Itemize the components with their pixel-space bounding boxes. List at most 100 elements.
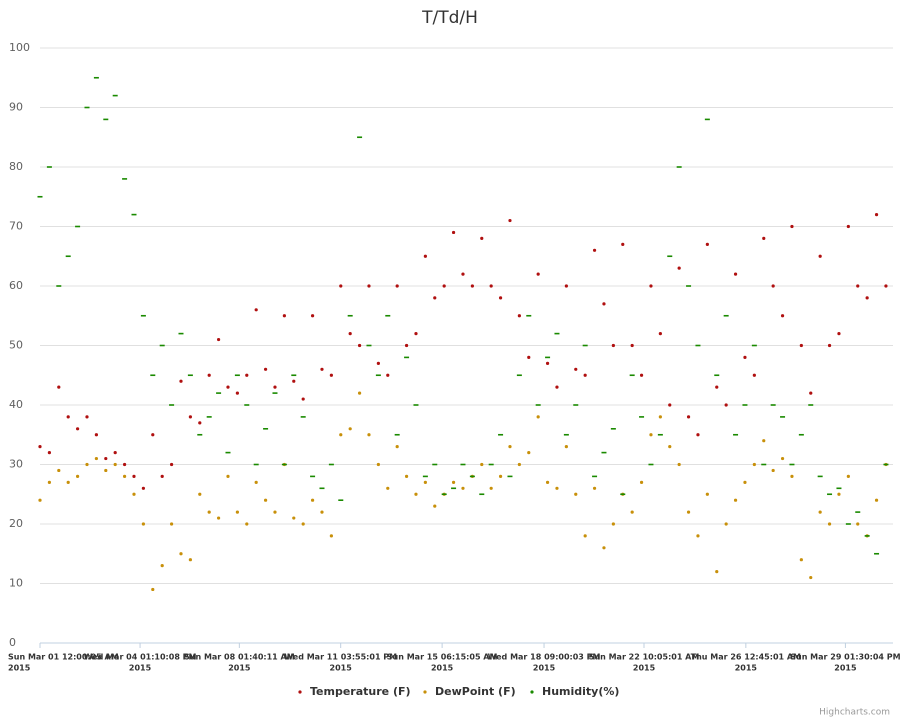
point <box>329 534 333 538</box>
point <box>84 106 90 109</box>
point <box>658 332 662 336</box>
point <box>846 474 850 478</box>
x-tick-label: 2015 <box>735 664 758 673</box>
point <box>668 403 672 407</box>
point <box>38 445 42 449</box>
point <box>38 498 42 502</box>
point <box>704 118 710 121</box>
point <box>169 404 175 406</box>
point <box>639 416 645 418</box>
point <box>385 314 391 317</box>
point <box>592 248 597 252</box>
point <box>752 373 756 377</box>
point <box>292 379 296 383</box>
point <box>555 486 559 490</box>
point <box>216 516 221 520</box>
point <box>489 284 493 288</box>
point <box>263 498 268 502</box>
point <box>198 492 202 496</box>
credits[interactable]: Highcharts.com <box>819 708 890 718</box>
point <box>818 254 822 258</box>
point <box>348 427 352 431</box>
legend-label[interactable]: DewPoint (F) <box>435 685 516 698</box>
point <box>310 314 315 318</box>
point <box>790 474 794 478</box>
point <box>441 493 447 496</box>
point <box>705 492 709 496</box>
point <box>66 415 70 419</box>
legend-label[interactable]: Humidity(%) <box>542 685 619 698</box>
point <box>206 416 212 418</box>
point <box>488 463 494 466</box>
point <box>132 474 136 478</box>
point <box>131 213 137 216</box>
point <box>404 356 410 359</box>
point <box>563 433 569 436</box>
point <box>790 224 794 229</box>
point <box>592 486 597 490</box>
point <box>771 468 775 473</box>
x-tick-label: 2015 <box>228 664 251 673</box>
point <box>639 373 644 377</box>
point <box>178 332 184 335</box>
point <box>723 314 729 317</box>
point <box>555 385 559 389</box>
legend-label[interactable]: Temperature (F) <box>310 685 411 698</box>
x-tick-label: Sun Mar 01 12:00:05 AM <box>8 653 119 662</box>
point <box>122 178 128 180</box>
point <box>461 486 465 490</box>
point <box>516 374 522 377</box>
point <box>281 463 287 466</box>
point <box>498 433 504 436</box>
point <box>254 480 258 484</box>
point <box>433 504 437 508</box>
point <box>188 415 192 419</box>
point <box>179 552 183 556</box>
point <box>592 475 598 478</box>
point <box>366 344 372 347</box>
point <box>686 415 691 419</box>
point <box>395 445 399 449</box>
point <box>442 284 446 288</box>
point <box>808 404 814 406</box>
point <box>658 415 662 419</box>
point <box>752 462 756 467</box>
point <box>649 284 653 288</box>
point <box>845 523 851 525</box>
point <box>620 493 626 496</box>
point <box>273 510 277 514</box>
point <box>827 493 833 496</box>
point <box>423 480 427 484</box>
point <box>320 510 324 514</box>
point <box>498 474 503 478</box>
point <box>151 587 155 592</box>
point <box>339 433 343 437</box>
point <box>113 451 117 455</box>
point <box>799 343 803 348</box>
point <box>141 486 145 490</box>
point <box>65 255 71 258</box>
point <box>319 487 325 490</box>
point <box>715 570 719 574</box>
point <box>498 296 503 300</box>
point <box>375 374 381 377</box>
series <box>37 76 889 555</box>
point <box>413 404 419 406</box>
point <box>884 284 888 288</box>
x-tick-label: 2015 <box>834 664 857 673</box>
point <box>301 397 305 401</box>
point <box>386 486 390 490</box>
point <box>508 445 512 449</box>
point <box>809 575 813 580</box>
point <box>376 361 380 365</box>
point <box>169 462 174 467</box>
point <box>780 456 785 461</box>
point <box>545 356 551 359</box>
point <box>696 433 700 437</box>
point <box>602 302 606 306</box>
point <box>207 373 211 377</box>
point <box>742 404 748 406</box>
point <box>846 224 850 229</box>
point <box>151 433 155 437</box>
point <box>75 427 80 431</box>
